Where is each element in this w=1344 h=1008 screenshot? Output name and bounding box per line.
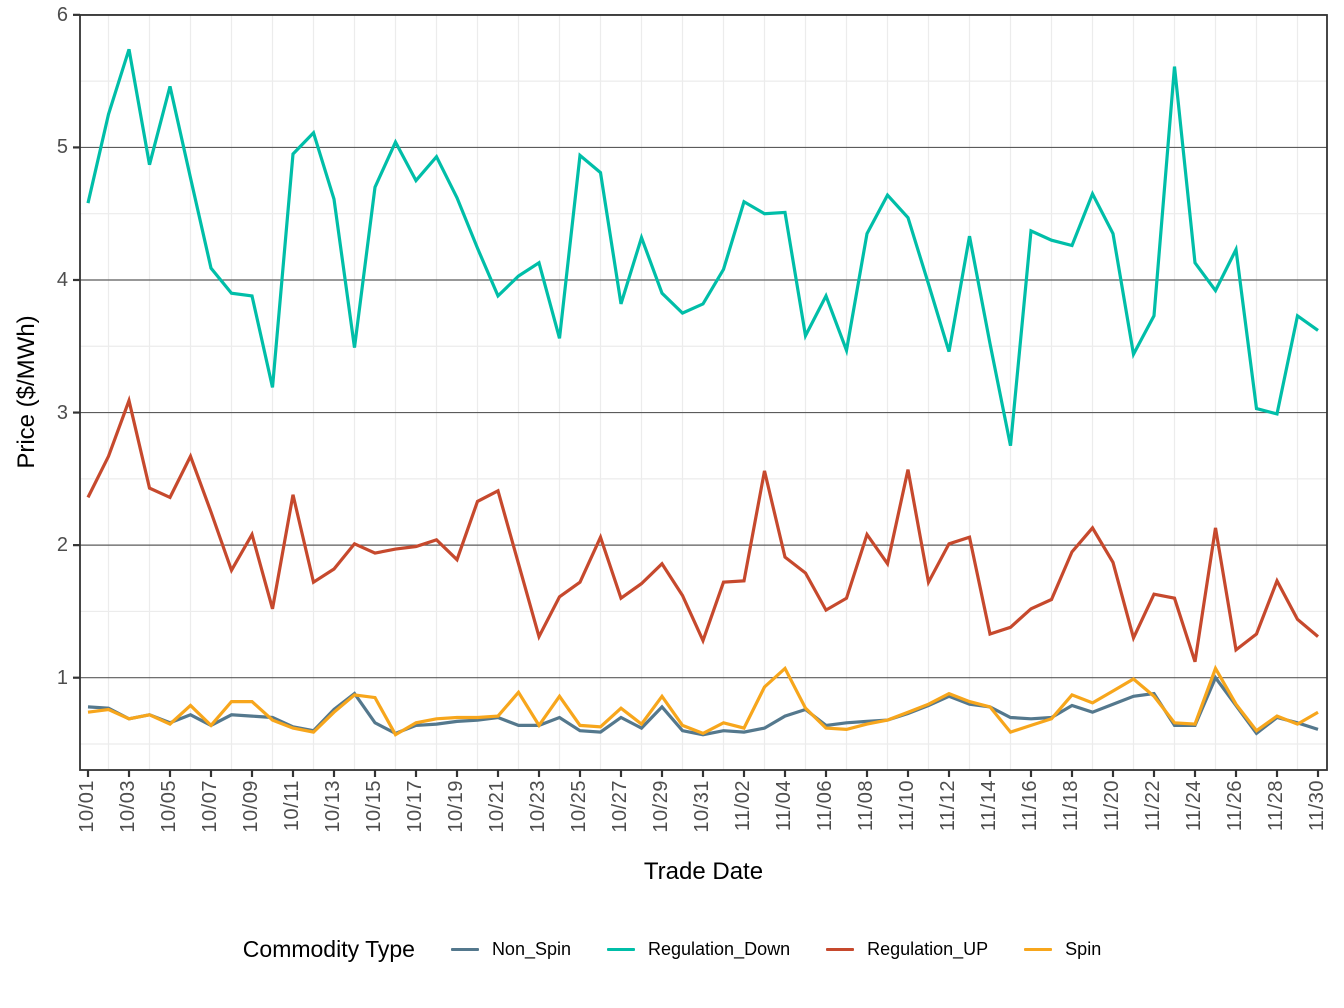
x-tick-label: 11/08 bbox=[855, 780, 877, 832]
legend-label: Spin bbox=[1065, 939, 1102, 959]
x-tick-label: 11/14 bbox=[978, 780, 1000, 832]
x-tick-label: 10/17 bbox=[404, 780, 426, 833]
x-tick-label: 10/23 bbox=[527, 780, 549, 833]
x-tick-label: 10/03 bbox=[117, 780, 139, 833]
x-tick-label: 10/27 bbox=[609, 780, 631, 833]
x-tick-label: 10/07 bbox=[199, 780, 221, 833]
x-tick-label: 11/24 bbox=[1183, 780, 1205, 832]
legend-key-line-Regulation_UP bbox=[826, 947, 855, 952]
x-tick-label: 10/29 bbox=[650, 780, 672, 833]
x-tick-label: 10/01 bbox=[76, 780, 98, 833]
y-tick-label: 1 bbox=[56, 666, 68, 689]
y-tick-label: 5 bbox=[56, 136, 68, 159]
x-tick-label: 11/06 bbox=[814, 780, 836, 832]
x-tick-label: 11/30 bbox=[1306, 780, 1328, 832]
x-tick-label: 10/21 bbox=[486, 780, 508, 833]
y-tick-label: 3 bbox=[56, 401, 68, 424]
x-axis-title: Trade Date bbox=[643, 858, 764, 885]
legend-key-line-Spin bbox=[1024, 947, 1053, 952]
legend-title: Commodity Type bbox=[242, 936, 415, 962]
panel-border bbox=[79, 14, 1328, 771]
y-tick-label: 4 bbox=[56, 268, 68, 291]
x-tick-label: 10/19 bbox=[445, 780, 467, 833]
y-axis-title: Price ($/MWh) bbox=[13, 315, 40, 469]
x-tick-label: 11/28 bbox=[1265, 780, 1287, 832]
legend-label: Regulation_Down bbox=[648, 939, 791, 959]
x-tick-label: 11/26 bbox=[1224, 780, 1246, 832]
legend-key-line-Regulation_Down bbox=[607, 947, 635, 952]
x-tick-label: 10/31 bbox=[691, 780, 713, 833]
x-tick-label: 10/09 bbox=[240, 780, 262, 833]
x-tick-label: 11/10 bbox=[896, 780, 918, 832]
x-tick-label: 11/02 bbox=[732, 780, 754, 832]
x-tick-label: 11/18 bbox=[1060, 780, 1082, 832]
x-tick-label: 10/11 bbox=[281, 780, 303, 832]
x-tick-label: 11/16 bbox=[1019, 780, 1041, 832]
x-tick-label: 11/22 bbox=[1142, 780, 1164, 832]
legend-item-Spin: Spin bbox=[1024, 939, 1101, 960]
x-tick-label: 11/12 bbox=[937, 780, 959, 832]
legend: Commodity Type Non_Spin Regulation_Down Re… bbox=[0, 936, 1344, 963]
series-line-Regulation_Down bbox=[86, 48, 1319, 447]
legend-key-line-Non_Spin bbox=[450, 947, 479, 952]
x-tick-label: 11/04 bbox=[773, 780, 795, 832]
legend-label: Non_Spin bbox=[491, 939, 571, 959]
series-line-Regulation_UP bbox=[86, 395, 1320, 663]
legend-item-Regulation_Down: Regulation_Down bbox=[607, 939, 790, 960]
legend-item-Non_Spin: Non_Spin bbox=[450, 939, 571, 960]
series-line-Spin bbox=[87, 664, 1319, 737]
x-tick-label: 10/05 bbox=[158, 780, 180, 833]
x-tick-label: 10/13 bbox=[322, 780, 344, 833]
y-tick-label: 2 bbox=[56, 534, 68, 557]
y-tick-label: 6 bbox=[56, 3, 68, 26]
x-tick-label: 10/15 bbox=[363, 780, 385, 833]
legend-item-Regulation_UP: Regulation_UP bbox=[826, 939, 988, 960]
legend-label: Regulation_UP bbox=[867, 939, 989, 959]
x-tick-label: 11/20 bbox=[1101, 780, 1123, 832]
x-tick-label: 10/25 bbox=[568, 780, 590, 833]
